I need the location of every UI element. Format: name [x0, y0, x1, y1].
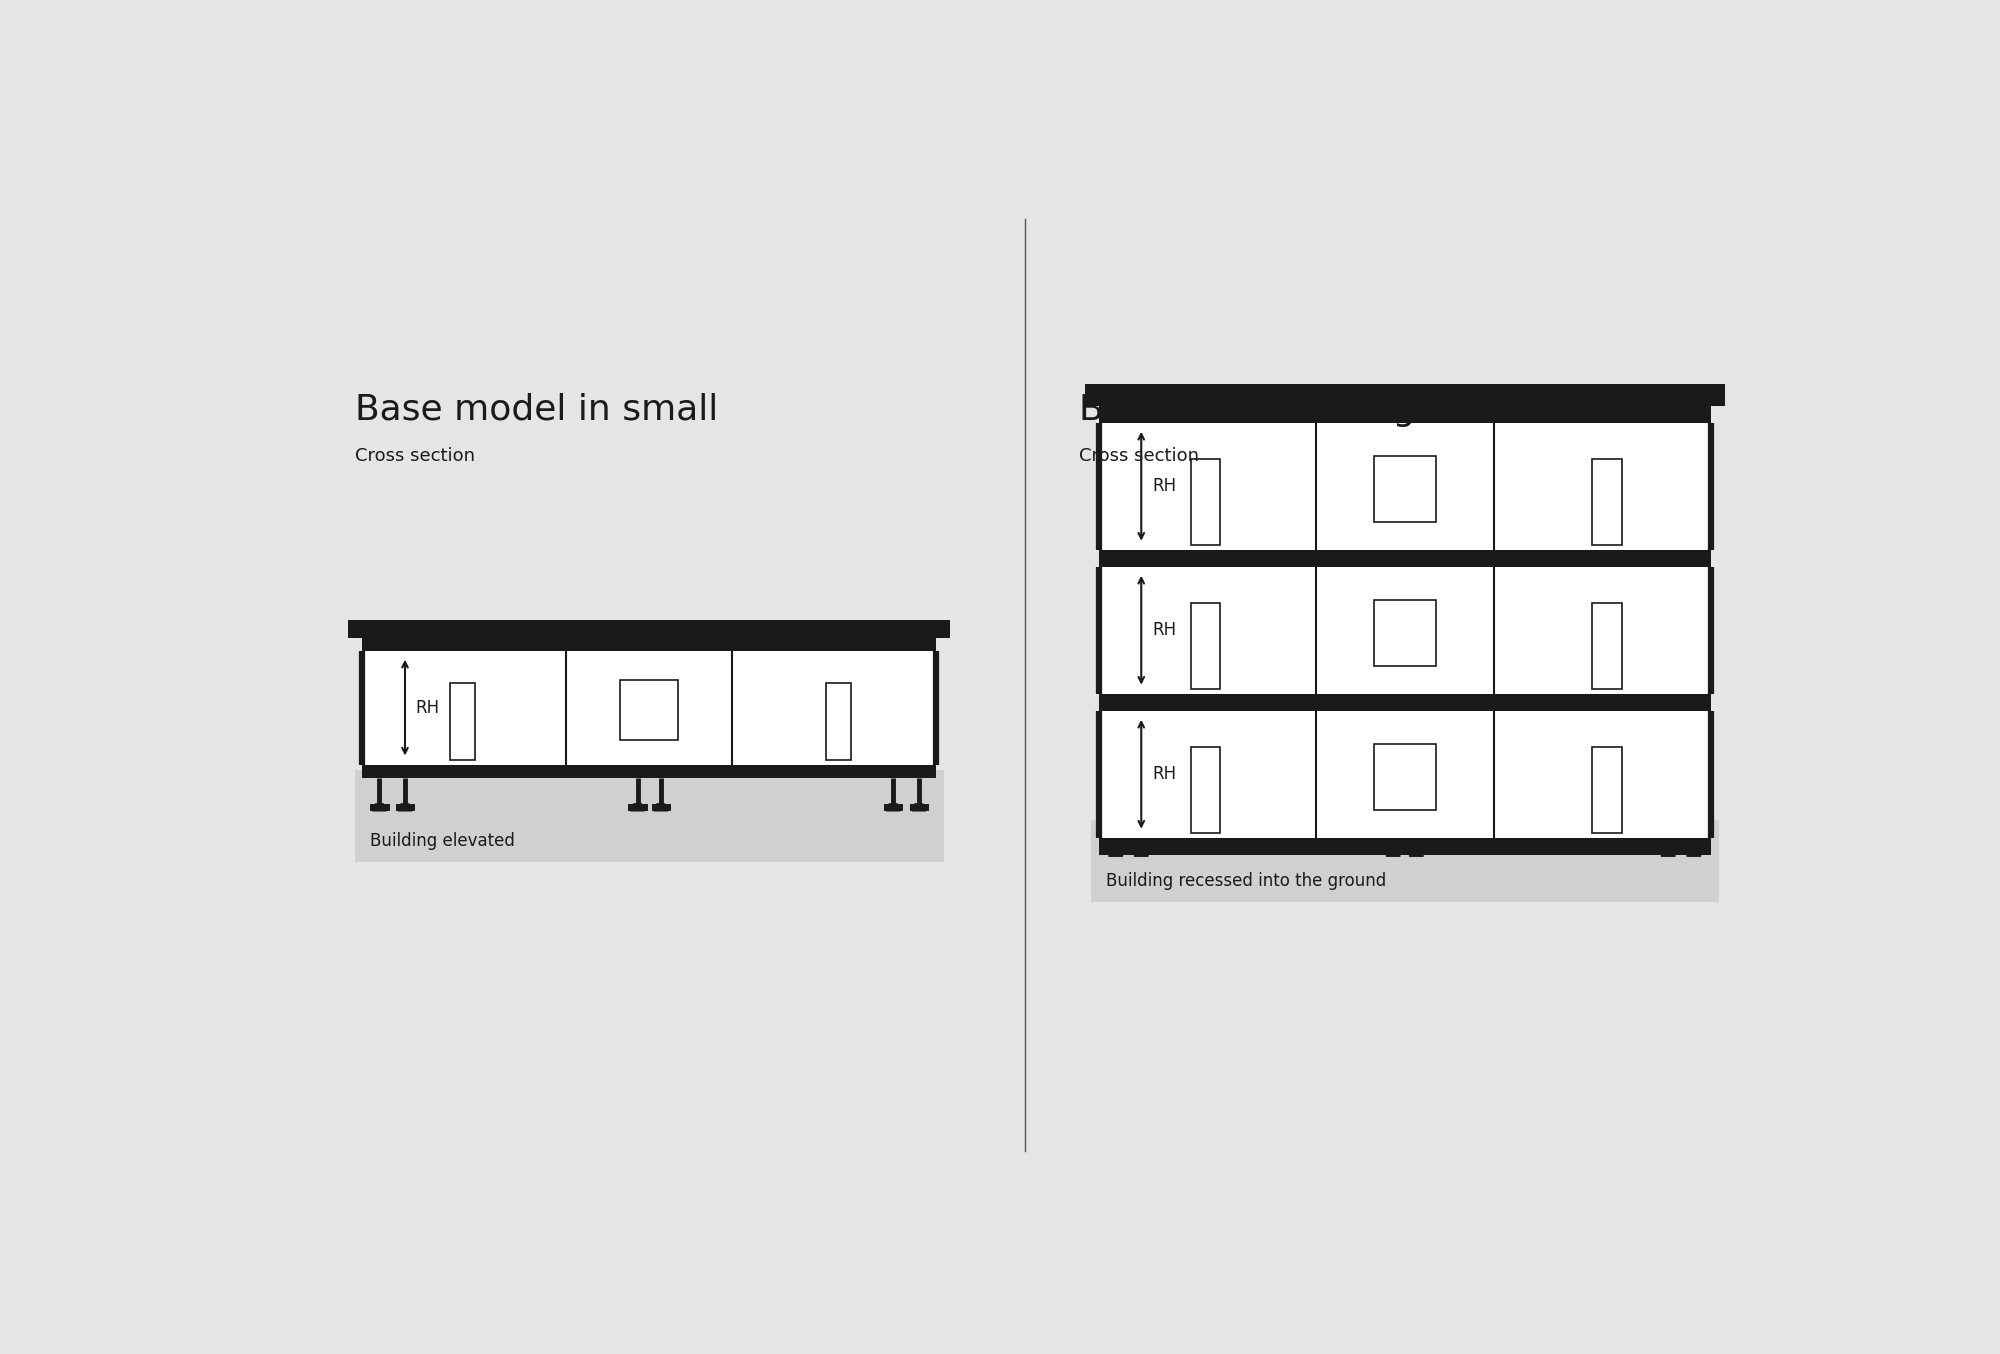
Polygon shape	[398, 804, 412, 811]
Polygon shape	[1108, 849, 1122, 856]
Bar	[1374, 600, 1436, 666]
Bar	[1592, 747, 1622, 833]
Bar	[1098, 550, 1710, 567]
Bar	[1098, 567, 1710, 693]
Polygon shape	[886, 804, 900, 811]
Bar	[1098, 422, 1710, 550]
Bar	[362, 651, 936, 765]
Bar	[1192, 459, 1220, 546]
Polygon shape	[372, 804, 386, 811]
Bar	[1090, 821, 1718, 862]
Polygon shape	[630, 804, 644, 811]
Bar	[1374, 456, 1436, 521]
Bar	[1192, 603, 1220, 689]
Bar	[1098, 711, 1710, 838]
Text: RH: RH	[416, 699, 440, 716]
Bar	[1090, 860, 1718, 903]
Text: RH: RH	[1152, 621, 1176, 639]
Polygon shape	[1410, 849, 1424, 856]
Bar	[362, 765, 936, 777]
Text: Cross section: Cross section	[1080, 447, 1200, 464]
Polygon shape	[1386, 849, 1400, 856]
Bar	[1374, 743, 1436, 810]
Bar	[1592, 603, 1622, 689]
Text: Base model in small: Base model in small	[354, 393, 718, 427]
Bar	[1098, 838, 1710, 854]
Bar	[1098, 550, 1710, 567]
Text: Building elevated: Building elevated	[370, 831, 516, 850]
Bar	[620, 680, 678, 739]
Text: Cross section: Cross section	[354, 447, 474, 464]
Polygon shape	[1662, 849, 1676, 856]
Polygon shape	[912, 804, 926, 811]
Text: Base model in large: Base model in large	[1080, 393, 1438, 427]
Bar	[354, 770, 944, 821]
Bar	[354, 819, 944, 862]
Bar	[1592, 459, 1622, 546]
Polygon shape	[1134, 849, 1148, 856]
Bar	[1192, 747, 1220, 833]
Text: RH: RH	[1152, 765, 1176, 783]
Text: RH: RH	[1152, 477, 1176, 496]
Bar	[348, 620, 950, 638]
Text: Building recessed into the ground: Building recessed into the ground	[1106, 872, 1386, 890]
Polygon shape	[1686, 849, 1700, 856]
Bar	[826, 682, 850, 760]
Polygon shape	[654, 804, 668, 811]
Bar	[1098, 693, 1710, 711]
Bar	[1098, 693, 1710, 711]
Bar	[1084, 385, 1724, 406]
Bar	[450, 682, 476, 760]
Bar	[362, 638, 936, 651]
Bar	[1098, 406, 1710, 422]
